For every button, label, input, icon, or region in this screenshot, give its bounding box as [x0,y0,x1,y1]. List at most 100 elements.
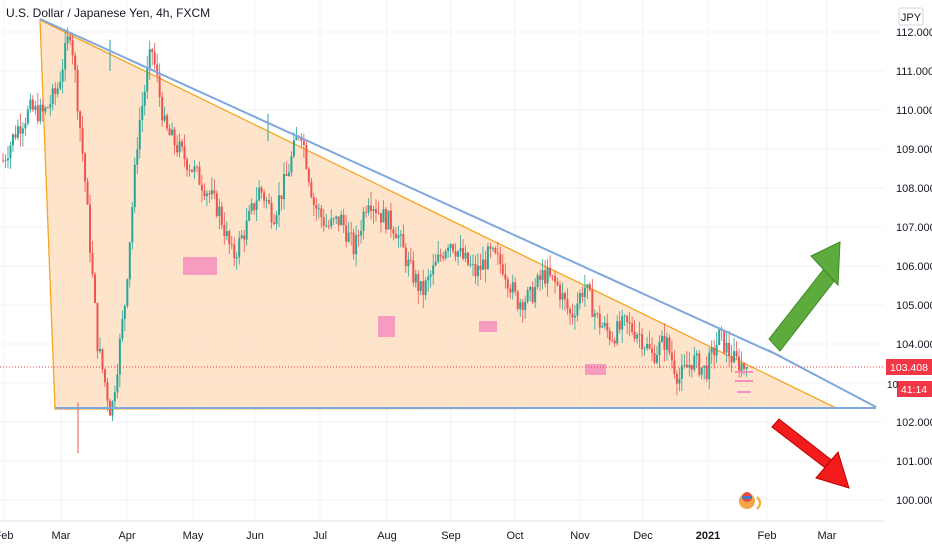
candle-body [588,284,591,290]
candle-body [454,251,457,257]
candle-body [496,252,499,254]
price-tick-label: 109.000 [896,144,932,156]
candle-body [235,257,238,259]
candle-body [178,141,181,153]
candle-body [643,348,646,350]
candle-body [489,246,492,249]
candle-body [623,315,626,317]
candle-body [708,352,711,380]
candle-body [389,210,392,230]
candle-body [240,235,243,239]
candle-body [561,293,564,300]
candle-body [563,293,566,300]
candle-body [46,107,49,109]
currency-button[interactable]: JPY [898,7,924,26]
candle-body [34,105,37,110]
candle-body [491,248,494,249]
candle-body [660,335,663,342]
candle-body [471,263,474,265]
candle-body [14,134,17,138]
candle-body [417,274,420,292]
candle-body [69,36,72,41]
countdown-badge: 41:14 [897,381,932,397]
candle-body [442,256,445,259]
candle-body [315,204,318,209]
candles [2,27,748,454]
candle-body [133,164,136,208]
candle-body [593,313,596,317]
candle-body [469,264,472,266]
candle-body [292,140,295,157]
candle-body [690,364,693,370]
candle-body [688,364,691,368]
candle-body [39,104,42,122]
price-tick-label: 110.000 [896,105,932,117]
candle-body [59,81,62,89]
down-arrow [771,418,850,489]
candle-body [728,342,731,357]
candle-body [44,107,47,112]
candle-body [305,144,308,169]
candle-body [322,217,325,226]
candle-body [287,172,290,176]
candle-body [422,281,425,295]
candle-body [103,369,106,383]
candle-body [282,174,285,199]
candle-body [365,211,368,213]
candle-body [367,205,370,213]
candle-body [621,316,624,330]
candle-body [511,282,514,293]
candle-body [151,49,154,52]
candle-body [653,352,656,363]
candle-body [663,335,666,350]
candle-body [131,207,134,243]
candle-body [583,287,586,297]
candle-body [307,168,310,183]
candle-body [509,288,512,293]
candle-body [738,356,741,371]
candle-body [554,275,557,282]
price-tick-label: 111.000 [896,66,932,78]
candle-body [153,51,156,65]
candle-body [524,301,527,311]
candle-body [250,203,253,211]
candle-body [79,111,82,128]
candle-body [91,252,94,275]
candle-body [730,356,733,363]
candle-body [427,276,430,281]
candle-body [173,129,176,146]
candle-body [71,40,74,56]
resistance-trendline [39,18,783,358]
candle-body [19,126,22,134]
candle-body [320,208,323,218]
candle-body [330,218,333,227]
candle-body [2,160,4,162]
candle-body [228,231,231,245]
candle-body [258,187,261,201]
candle-body [377,212,380,214]
candle-body [718,329,721,346]
candle-body [539,275,542,280]
candle-body [123,305,126,319]
candle-body [476,265,479,277]
candle-body [698,353,701,375]
price-tick-label: 101.000 [896,456,932,468]
candle-body [325,225,328,227]
last-price-badge: 103.408 [886,359,932,375]
candle-body [678,378,681,384]
candle-body [633,331,636,339]
candle-body [651,348,654,353]
candle-body [16,126,19,138]
candle-body [549,267,552,276]
economic-event-icon[interactable] [739,492,761,510]
candle-body [332,218,335,220]
candle-body [163,115,166,121]
price-tick-label: 104.000 [896,339,932,351]
candle-body [648,343,651,349]
candle-body [499,253,502,265]
time-tick-label: Feb [0,530,13,542]
candle-body [195,166,198,168]
candle-body [608,330,611,341]
candle-body [544,270,547,284]
candle-body [576,303,579,316]
